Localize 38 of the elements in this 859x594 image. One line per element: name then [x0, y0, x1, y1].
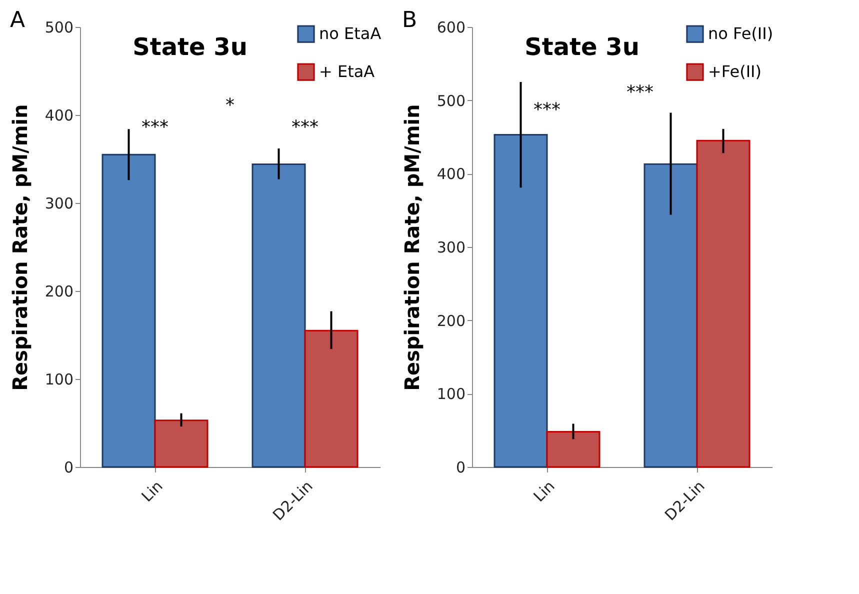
- y-tick-label: 0: [64, 458, 74, 476]
- bar: [154, 420, 208, 468]
- y-tick-label: 600: [436, 18, 466, 36]
- y-tick-label: 200: [44, 282, 74, 300]
- chart-title: State 3u: [524, 33, 640, 61]
- y-tick-label: 500: [436, 92, 466, 110]
- bar: [252, 164, 306, 468]
- y-tick-label: 500: [44, 18, 74, 36]
- bar: [102, 154, 156, 468]
- x-tick-label: Lin: [530, 477, 558, 506]
- text: A: [10, 8, 26, 33]
- text: B: [402, 8, 418, 33]
- bar: [696, 140, 750, 468]
- y-tick-label: 400: [44, 106, 74, 124]
- annotation: ***: [142, 117, 168, 138]
- y-tick-label: 300: [44, 194, 74, 212]
- y-tick-label: 0: [456, 458, 466, 476]
- annotation: ***: [626, 82, 654, 103]
- bar: [304, 330, 358, 468]
- y-axis-title: Respiration Rate, pM/min: [400, 104, 424, 391]
- legend-label: no EtaA: [319, 24, 382, 43]
- y-tick-label: 100: [44, 370, 74, 388]
- y-tick-label: 400: [436, 165, 466, 184]
- y-axis-title: Respiration Rate, pM/min: [8, 104, 32, 391]
- bar: [644, 163, 698, 468]
- x-tick-label: Lin: [138, 477, 166, 506]
- legend-label: +Fe(II): [708, 62, 762, 81]
- annotation: ***: [534, 99, 560, 120]
- chart-title: State 3u: [132, 33, 248, 61]
- legend-label: no Fe(II): [708, 24, 774, 43]
- annotation: ***: [292, 117, 318, 138]
- bar: [494, 134, 548, 468]
- bar: [546, 431, 600, 468]
- legend-label: + EtaA: [319, 62, 375, 81]
- y-tick-label: 200: [436, 312, 466, 330]
- y-tick-label: 300: [436, 238, 466, 256]
- annotation: *: [226, 95, 234, 116]
- y-tick-label: 100: [436, 385, 466, 404]
